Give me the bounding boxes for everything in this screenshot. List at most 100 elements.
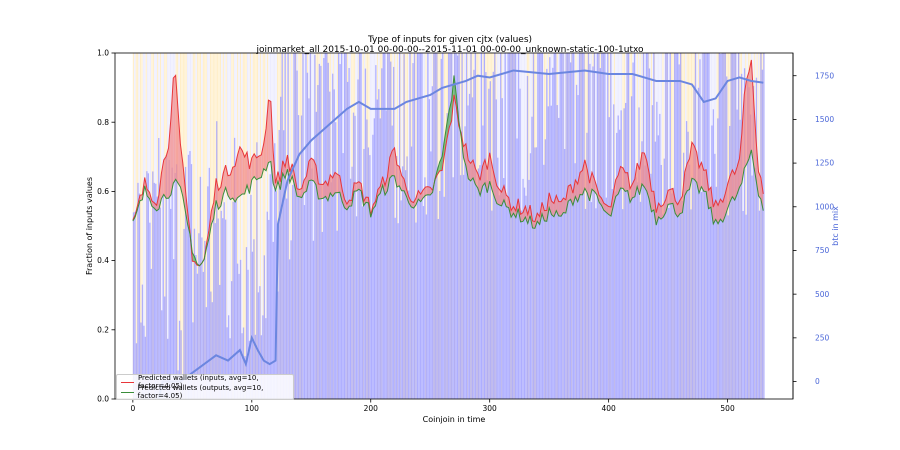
btc-bar: [314, 54, 316, 399]
background-bar: [612, 53, 614, 399]
btc-bar: [732, 53, 734, 399]
btc-bar: [712, 109, 715, 399]
btc-bar: [705, 53, 707, 399]
btc-bar: [323, 58, 325, 399]
btc-bar: [627, 53, 630, 399]
fill-segment: [354, 182, 357, 192]
btc-bar: [660, 164, 662, 399]
background-bar: [542, 53, 544, 399]
fill-segment: [256, 156, 259, 180]
btc-bar: [290, 240, 292, 399]
fill-segment: [668, 189, 671, 205]
btc-bar: [509, 53, 511, 399]
btc-bar: [584, 208, 587, 399]
btc-bar: [525, 195, 527, 399]
btc-bar: [523, 187, 526, 399]
background-bar: [201, 53, 203, 399]
y-tick-label: 1.0: [97, 49, 109, 58]
fill-segment: [285, 155, 288, 179]
fill-segment: [468, 160, 471, 181]
btc-bar: [650, 173, 652, 399]
background-bar: [144, 53, 146, 399]
fill-segment: [561, 198, 564, 217]
background-bar: [255, 53, 257, 399]
btc-bar: [305, 53, 307, 399]
btc-bar: [338, 53, 340, 399]
btc-bar: [547, 106, 549, 399]
legend-label-inputs: Predicted wallets (inputs, avg=10, facto…: [137, 374, 259, 390]
fill-segment: [594, 178, 597, 195]
btc-bar: [632, 62, 634, 399]
btc-bar: [201, 237, 203, 399]
background-bar: [247, 53, 249, 399]
btc-bar: [675, 53, 677, 399]
background-bar: [719, 53, 721, 399]
btc-bar: [500, 53, 502, 399]
btc-bar: [159, 207, 161, 399]
btc-bar: [336, 230, 338, 399]
btc-bar: [424, 177, 426, 399]
y2-tick-label: 1500: [815, 115, 834, 124]
btc-bar: [283, 130, 285, 399]
btc-bar: [375, 65, 377, 399]
btc-bar: [703, 53, 706, 399]
btc-bar: [256, 142, 258, 399]
background-bar: [172, 53, 174, 399]
btc-bar: [538, 53, 541, 399]
btc-bar: [586, 132, 588, 399]
btc-bar: [727, 215, 729, 399]
background-bar: [151, 53, 153, 399]
background-bar: [149, 53, 152, 399]
background-bar: [399, 53, 401, 399]
btc-bar: [193, 228, 196, 399]
background-bar: [468, 53, 470, 399]
btc-bar: [385, 110, 387, 399]
btc-bar: [718, 53, 720, 399]
btc-bar: [443, 196, 445, 399]
btc-bar: [391, 125, 393, 399]
series-line-btc: [157, 69, 764, 399]
btc-bar: [335, 122, 337, 399]
fill-segment: [656, 203, 659, 226]
btc-bar: [293, 53, 295, 399]
btc-bar: [486, 180, 489, 399]
fill-segment: [254, 153, 257, 180]
btc-bar: [180, 330, 182, 399]
background-bar: [541, 53, 543, 399]
background-bar: [396, 53, 399, 399]
btc-bar: [170, 208, 172, 399]
btc-bar: [152, 171, 154, 399]
background-bar: [237, 53, 239, 399]
fill-segment: [496, 185, 500, 205]
fill-segment: [706, 169, 709, 209]
fill-segment: [660, 204, 664, 220]
background-bar: [361, 53, 363, 399]
btc-bar: [416, 53, 419, 399]
fill-segment: [408, 196, 412, 207]
btc-bar: [599, 68, 602, 399]
fill-segment: [166, 148, 169, 199]
btc-bar: [439, 191, 441, 399]
btc-bar: [678, 64, 680, 399]
btc-bar: [354, 115, 356, 399]
btc-bar: [540, 53, 542, 399]
btc-bar: [467, 105, 469, 399]
btc-bar: [171, 167, 173, 399]
fill-segment: [703, 169, 707, 192]
background-bar: [181, 53, 183, 399]
background-bar: [219, 53, 222, 399]
background-bar: [683, 53, 685, 399]
background-bar: [148, 53, 150, 399]
btc-bar: [641, 141, 643, 399]
fill-segment: [672, 188, 676, 214]
fill-segment: [565, 186, 569, 214]
x-tick-label: 200: [364, 404, 379, 413]
btc-bar: [214, 223, 216, 399]
btc-bar: [691, 177, 694, 399]
btc-bar: [721, 53, 723, 399]
btc-bar: [495, 99, 497, 399]
btc-bar: [366, 119, 368, 399]
btc-bar: [616, 132, 618, 399]
btc-bar: [647, 53, 649, 399]
legend-label-outputs: Predicted wallets (outputs, avg=10, fact…: [137, 384, 264, 400]
